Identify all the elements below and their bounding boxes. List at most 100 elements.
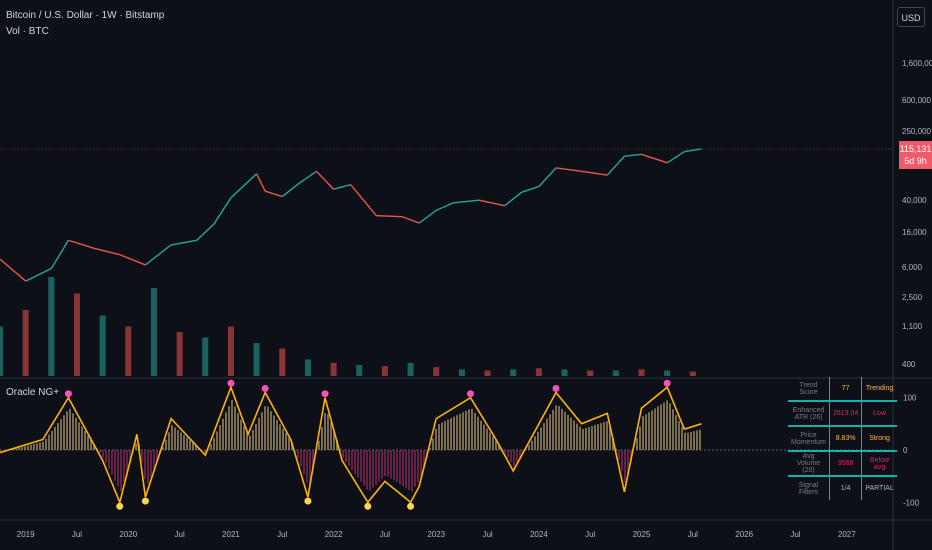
price-axis-tick: 600,000 (902, 96, 931, 105)
osc-histogram-bar (462, 412, 464, 450)
osc-histogram-bar (90, 439, 92, 450)
osc-histogram-bar (195, 445, 197, 450)
table-value: 8.83% (829, 426, 863, 452)
osc-histogram-bar (480, 420, 482, 450)
currency-button[interactable]: USD (897, 7, 925, 27)
osc-top-signal (552, 384, 560, 392)
osc-histogram-bar (327, 413, 329, 450)
price-axis-tick: 40,000 (902, 196, 927, 205)
osc-bottom-signal (116, 502, 124, 510)
osc-histogram-bar (618, 450, 620, 460)
osc-bottom-signal (364, 502, 372, 510)
osc-histogram-bar (156, 450, 158, 462)
volume-bar (48, 277, 55, 376)
osc-histogram-bar (303, 450, 305, 475)
osc-histogram-bar (0, 450, 2, 453)
osc-histogram-bar (369, 450, 371, 491)
osc-histogram-bar (414, 450, 416, 487)
table-label: Trend Score (788, 377, 830, 402)
osc-histogram-bar (621, 450, 623, 471)
osc-histogram-bar (129, 450, 131, 463)
osc-histogram-bar (354, 450, 356, 474)
osc-histogram-bar (537, 431, 539, 450)
volume-bar (381, 366, 388, 376)
volume-bar (484, 370, 491, 376)
osc-histogram-bar (447, 419, 449, 450)
osc-histogram-bar (213, 437, 215, 450)
price-segment (555, 167, 582, 172)
time-axis-tick: Jul (277, 530, 287, 539)
osc-histogram-bar (69, 408, 71, 450)
osc-histogram-bar (609, 426, 611, 450)
osc-histogram-bar (141, 450, 143, 462)
osc-histogram-bar (513, 450, 515, 467)
osc-histogram-bar (165, 439, 167, 450)
table-row: Avg Volume (20) 9568 Below avg (788, 451, 897, 477)
osc-histogram-bar (504, 450, 506, 454)
osc-top-signal (663, 379, 671, 387)
indicator-label[interactable]: Oracle NG+ (6, 387, 60, 398)
bar-countdown: 5d 9h (904, 155, 927, 166)
osc-histogram-bar (333, 431, 335, 450)
osc-histogram-bar (378, 450, 380, 482)
osc-histogram-bar (567, 414, 569, 450)
osc-histogram-bar (576, 423, 578, 450)
osc-histogram-bar (696, 430, 698, 450)
osc-histogram-bar (108, 450, 110, 469)
table-row: Price Momentum 8.83% Strong (788, 426, 897, 452)
volume-bar (510, 369, 517, 376)
osc-histogram-bar (51, 430, 53, 450)
osc-histogram-bar (84, 431, 86, 450)
osc-bottom-signal (407, 502, 415, 510)
price-segment (333, 184, 351, 190)
price-segment (521, 185, 540, 193)
price-segment (376, 214, 403, 218)
osc-histogram-bar (114, 450, 116, 481)
osc-histogram-bar (360, 450, 362, 482)
table-status: Trending (861, 377, 897, 402)
osc-histogram-bar (681, 426, 683, 450)
osc-histogram-bar (603, 422, 605, 450)
osc-main-line (0, 384, 702, 505)
table-status: Strong (861, 426, 897, 452)
osc-histogram-bar (456, 415, 458, 450)
osc-histogram-bar (534, 436, 536, 450)
osc-histogram-bar (63, 415, 65, 450)
osc-histogram-bar (126, 450, 128, 472)
chart-title[interactable]: Bitcoin / U.S. Dollar · 1W · Bitstamp (6, 10, 165, 21)
osc-axis-tick: 100 (903, 394, 917, 403)
osc-histogram-bar (93, 444, 95, 450)
price-segment (453, 199, 480, 204)
time-axis-tick: Jul (790, 530, 800, 539)
osc-histogram-bar (585, 427, 587, 450)
volume-bar (22, 310, 29, 376)
osc-histogram-bar (417, 450, 419, 483)
table-status: PARTIAL (865, 485, 894, 492)
volume-bar (458, 369, 465, 376)
table-value: 2613.04 (829, 401, 863, 427)
osc-histogram-bar (168, 432, 170, 450)
osc-histogram-bar (237, 413, 239, 450)
osc-histogram-bar (600, 423, 602, 450)
osc-bottom-signal (141, 497, 149, 505)
price-segment (581, 170, 608, 176)
osc-histogram-bar (387, 450, 389, 477)
price-segment (504, 191, 523, 207)
volume-label[interactable]: Vol · BTC (6, 26, 49, 37)
osc-histogram-bar (24, 446, 26, 450)
osc-histogram-bar (408, 450, 410, 491)
price-segment (350, 184, 377, 217)
price-segment (666, 151, 685, 164)
osc-histogram-bar (204, 450, 206, 454)
osc-histogram-bar (459, 413, 461, 450)
price-segment (50, 239, 70, 269)
volume-bar (689, 371, 696, 376)
table-label: Price Momentum (788, 426, 830, 452)
osc-histogram-bar (102, 450, 104, 458)
osc-histogram-bar (201, 450, 203, 451)
price-axis-tick: 400 (902, 360, 916, 369)
osc-top-signal (227, 379, 235, 387)
time-axis-tick: Jul (380, 530, 390, 539)
osc-histogram-bar (483, 424, 485, 450)
